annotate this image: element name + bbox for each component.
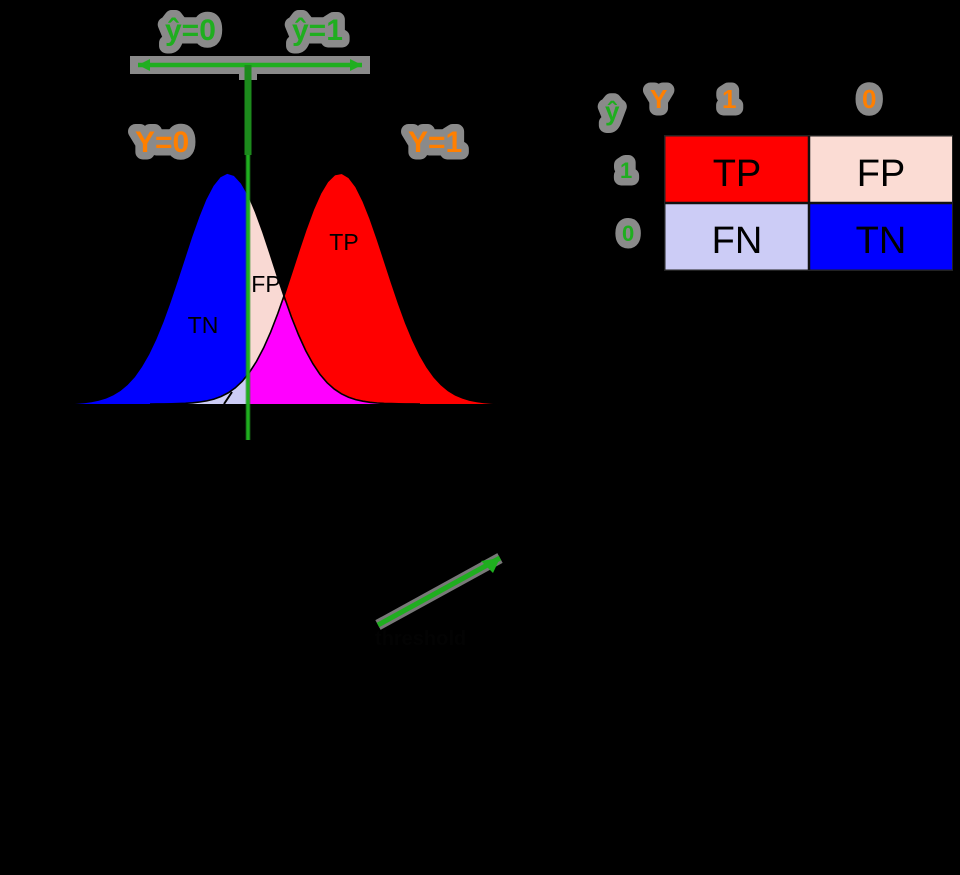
svg-text:FP: FP (251, 271, 280, 297)
svg-text:ŷ=1: ŷ=1 (292, 14, 343, 47)
svg-text:Y=0: Y=0 (135, 126, 189, 159)
svg-text:ŷ: ŷ (605, 96, 620, 126)
svg-text:0: 0 (862, 84, 876, 114)
svg-text:1: 1 (620, 158, 632, 183)
svg-text:TN: TN (188, 312, 219, 338)
svg-text:threshold: threshold (375, 628, 466, 650)
svg-text:Y=1: Y=1 (408, 126, 462, 159)
svg-text:1: 1 (722, 84, 736, 114)
svg-text:Y: Y (650, 84, 667, 114)
svg-text:FN: FN (712, 220, 763, 262)
svg-text:TP: TP (713, 153, 762, 195)
svg-text:ŷ=0: ŷ=0 (165, 14, 216, 47)
svg-text:TN: TN (856, 220, 907, 262)
svg-text:0: 0 (622, 221, 634, 246)
svg-text:TP: TP (329, 229, 358, 255)
svg-text:FP: FP (857, 153, 906, 195)
